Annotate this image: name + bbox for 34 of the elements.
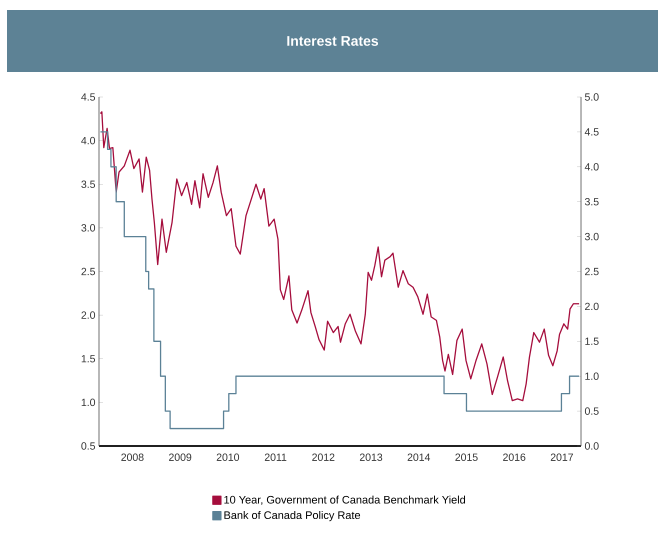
y-tick-label: 3.5 xyxy=(81,180,96,188)
y-tick-label: 0.5 xyxy=(81,442,96,450)
legend-label: Bank of Canada Policy Rate xyxy=(224,510,360,522)
x-tick-label: 2015 xyxy=(455,454,478,461)
y-tick-label: 4.0 xyxy=(81,136,96,144)
y-tick-label: 1.0 xyxy=(82,398,96,406)
y2-tick-label: 4.5 xyxy=(584,128,599,136)
y2-tick-label: 4.0 xyxy=(584,163,599,171)
y-tick-label: 1.5 xyxy=(82,355,96,362)
x-tick-label: 2012 xyxy=(312,454,334,461)
y2-tick-label: 2.5 xyxy=(585,268,599,276)
x-tick-label: 2010 xyxy=(216,454,240,461)
y2-tick-label: 0.0 xyxy=(584,442,599,450)
y2-tick-label: 2.0 xyxy=(585,302,599,310)
x-tick-label: 2009 xyxy=(169,454,192,461)
legend-label: 10 Year, Government of Canada Benchmark Yield xyxy=(224,496,466,505)
y2-tick-label: 3.5 xyxy=(584,198,599,206)
x-tick-label: 2014 xyxy=(408,454,430,461)
y-tick-label: 2.5 xyxy=(81,268,96,276)
y-tick-label: 4.5 xyxy=(81,93,96,101)
line-series xyxy=(100,111,580,402)
y-tick-label: 3.0 xyxy=(81,224,96,232)
y2-tick-label: 0.5 xyxy=(584,407,599,415)
y2-tick-label: 3.0 xyxy=(584,232,599,240)
x-tick-label: 2017 xyxy=(550,454,574,461)
y2-tick-label: 1.5 xyxy=(585,338,599,345)
x-tick-label: 2016 xyxy=(503,454,526,461)
x-tick-label: 2013 xyxy=(360,454,382,461)
chart-title: Interest Rates xyxy=(287,36,378,46)
x-tick-label: 2011 xyxy=(264,454,286,461)
y-tick-label: 2.0 xyxy=(81,311,96,319)
x-tick-label: 2008 xyxy=(121,454,144,461)
y2-tick-label: 5.0 xyxy=(584,93,599,101)
y2-tick-label: 1.0 xyxy=(585,372,599,380)
